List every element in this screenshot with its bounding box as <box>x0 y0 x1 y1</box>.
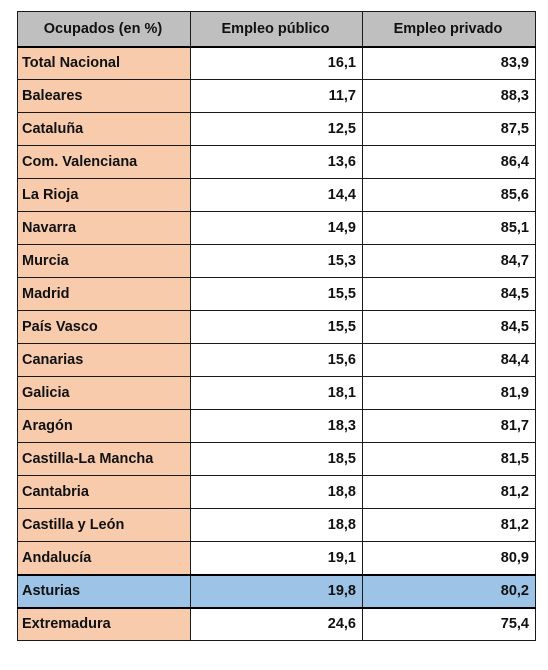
empleo-publico-cell: 18,8 <box>190 508 363 542</box>
table-row: Cantabria 18,8 81,2 <box>17 475 536 509</box>
empleo-privado-cell: 84,5 <box>362 310 536 344</box>
table-row: Total Nacional 16,1 83,9 <box>17 46 536 80</box>
table-row: Castilla y León 18,8 81,2 <box>17 508 536 542</box>
region-cell: Navarra <box>17 211 191 245</box>
empleo-publico-cell: 19,1 <box>190 541 363 575</box>
table-row: Castilla-La Mancha 18,5 81,5 <box>17 442 536 476</box>
table-row: País Vasco 15,5 84,5 <box>17 310 536 344</box>
header-ocupados: Ocupados (en %) <box>17 11 191 47</box>
table-body: Total Nacional 16,1 83,9 Baleares 11,7 88,3 Ca… <box>17 46 536 641</box>
empleo-privado-cell: 80,9 <box>362 541 536 575</box>
empleo-privado-cell: 83,9 <box>362 46 536 80</box>
empleo-publico-cell: 13,6 <box>190 145 363 179</box>
empleo-publico-cell: 18,1 <box>190 376 363 410</box>
empleo-publico-cell: 18,3 <box>190 409 363 443</box>
empleo-publico-cell: 14,9 <box>190 211 363 245</box>
table-row: Asturias 19,8 80,2 <box>17 574 536 608</box>
empleo-privado-cell: 81,9 <box>362 376 536 410</box>
region-cell: La Rioja <box>17 178 191 212</box>
empleo-privado-cell: 87,5 <box>362 112 536 146</box>
table-row: Navarra 14,9 85,1 <box>17 211 536 245</box>
empleo-privado-cell: 84,5 <box>362 277 536 311</box>
table-header-row: Ocupados (en %) Empleo público Empleo pr… <box>17 11 536 47</box>
region-cell: Asturias <box>17 574 191 608</box>
region-cell: Com. Valenciana <box>17 145 191 179</box>
region-cell: Castilla y León <box>17 508 191 542</box>
empleo-publico-cell: 15,6 <box>190 343 363 377</box>
empleo-publico-cell: 15,5 <box>190 277 363 311</box>
table-row: Galicia 18,1 81,9 <box>17 376 536 410</box>
header-empleo-privado: Empleo privado <box>362 11 536 47</box>
empleo-publico-cell: 19,8 <box>190 574 363 608</box>
region-cell: Extremadura <box>17 607 191 641</box>
region-cell: Cantabria <box>17 475 191 509</box>
region-cell: Murcia <box>17 244 191 278</box>
table-row: Baleares 11,7 88,3 <box>17 79 536 113</box>
employment-table: Ocupados (en %) Empleo público Empleo pr… <box>17 11 536 641</box>
table-row: Com. Valenciana 13,6 86,4 <box>17 145 536 179</box>
region-cell: Galicia <box>17 376 191 410</box>
empleo-publico-cell: 15,3 <box>190 244 363 278</box>
empleo-privado-cell: 85,1 <box>362 211 536 245</box>
table-row: Madrid 15,5 84,5 <box>17 277 536 311</box>
table-row: Murcia 15,3 84,7 <box>17 244 536 278</box>
region-cell: Andalucía <box>17 541 191 575</box>
table-row: Extremadura 24,6 75,4 <box>17 607 536 641</box>
empleo-publico-cell: 16,1 <box>190 46 363 80</box>
empleo-privado-cell: 81,2 <box>362 475 536 509</box>
region-cell: Canarias <box>17 343 191 377</box>
empleo-privado-cell: 81,2 <box>362 508 536 542</box>
empleo-privado-cell: 81,7 <box>362 409 536 443</box>
empleo-privado-cell: 84,4 <box>362 343 536 377</box>
empleo-publico-cell: 18,5 <box>190 442 363 476</box>
header-empleo-publico: Empleo público <box>190 11 363 47</box>
region-cell: País Vasco <box>17 310 191 344</box>
region-cell: Castilla-La Mancha <box>17 442 191 476</box>
empleo-publico-cell: 15,5 <box>190 310 363 344</box>
table-row: Canarias 15,6 84,4 <box>17 343 536 377</box>
region-cell: Cataluña <box>17 112 191 146</box>
table-row: Aragón 18,3 81,7 <box>17 409 536 443</box>
empleo-publico-cell: 12,5 <box>190 112 363 146</box>
region-cell: Aragón <box>17 409 191 443</box>
empleo-privado-cell: 80,2 <box>362 574 536 608</box>
empleo-privado-cell: 86,4 <box>362 145 536 179</box>
empleo-privado-cell: 75,4 <box>362 607 536 641</box>
table-row: Andalucía 19,1 80,9 <box>17 541 536 575</box>
empleo-publico-cell: 14,4 <box>190 178 363 212</box>
empleo-publico-cell: 24,6 <box>190 607 363 641</box>
region-cell: Total Nacional <box>17 46 191 80</box>
empleo-privado-cell: 84,7 <box>362 244 536 278</box>
empleo-publico-cell: 11,7 <box>190 79 363 113</box>
region-cell: Baleares <box>17 79 191 113</box>
empleo-privado-cell: 88,3 <box>362 79 536 113</box>
table-row: Cataluña 12,5 87,5 <box>17 112 536 146</box>
empleo-publico-cell: 18,8 <box>190 475 363 509</box>
empleo-privado-cell: 81,5 <box>362 442 536 476</box>
empleo-privado-cell: 85,6 <box>362 178 536 212</box>
region-cell: Madrid <box>17 277 191 311</box>
table-row: La Rioja 14,4 85,6 <box>17 178 536 212</box>
